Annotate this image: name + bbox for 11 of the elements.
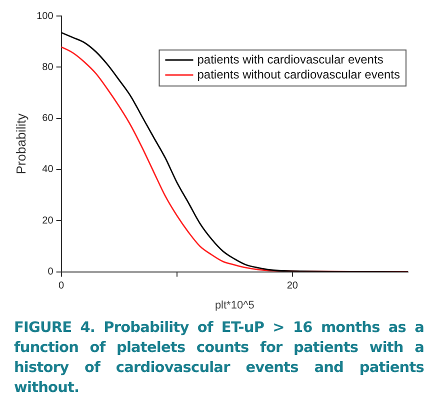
y-tick-label: 100 [36, 10, 54, 22]
y-tick-label: 40 [42, 164, 54, 176]
y-tick-label: 80 [42, 62, 54, 73]
legend-label: patients with cardiovascular events [197, 52, 384, 66]
y-tick-label: 60 [42, 113, 54, 124]
caption: FIGURE 4. Probability of ET-uP > 16 months as a function of platelets counts for patients with a history of cardiovascular events and patients without. [14, 319, 424, 395]
x-axis-title: plt*10^5 [214, 299, 254, 312]
legend-label: patients without cardiovascular events [197, 67, 400, 82]
y-tick-label: 0 [48, 266, 54, 278]
y-axis-title: Probability [13, 113, 28, 174]
y-tick-label: 20 [42, 215, 54, 226]
